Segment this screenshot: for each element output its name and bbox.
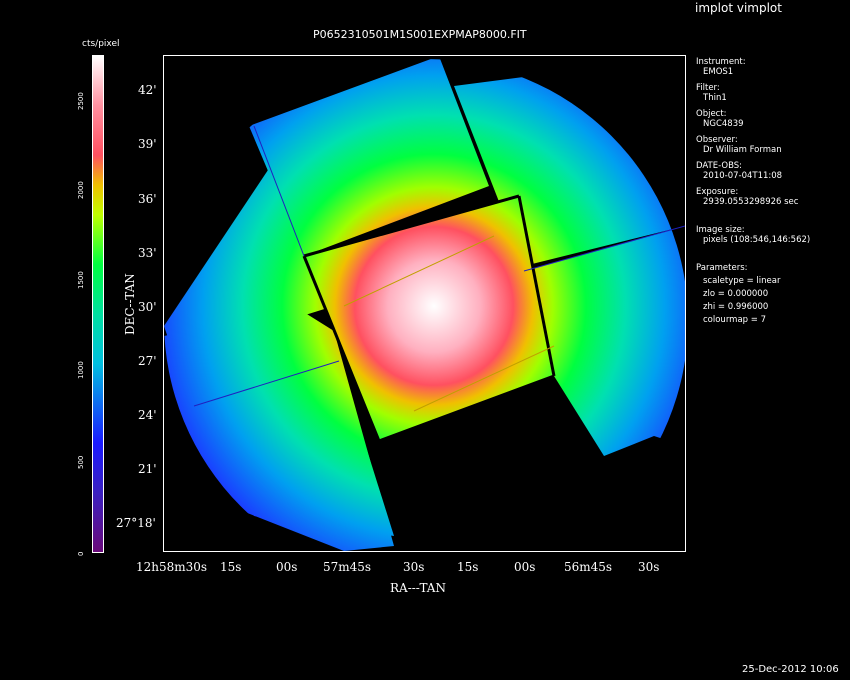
y-axis-label: DEC--TAN	[123, 273, 137, 335]
info-panel: Instrument: EMOS1 Filter: Thin1 Object: …	[696, 57, 846, 331]
x-tick-label: 00s	[514, 560, 536, 574]
y-tick-label: 42'	[138, 83, 157, 97]
colourmap-value: colourmap = 7	[703, 315, 766, 325]
observer-value: Dr William Forman	[703, 145, 782, 155]
y-tick-label: 21'	[138, 462, 157, 476]
colorbar-tick-label: 1000	[77, 361, 85, 379]
instrument-label: Instrument:	[696, 57, 746, 67]
plot-title: P0652310501M1S001EXPMAP8000.FIT	[313, 28, 527, 41]
filter-value: Thin1	[703, 93, 727, 103]
image-size-label: Image size:	[696, 225, 745, 235]
x-tick-label: 00s	[276, 560, 298, 574]
colorbar-label: cts/pixel	[82, 39, 120, 49]
y-tick-label: 39'	[138, 137, 157, 151]
scaletype-value: scaletype = linear	[703, 276, 781, 286]
colorbar-tick-label: 2500	[77, 92, 85, 110]
x-tick-label: 12h58m30s	[136, 560, 208, 574]
y-tick-label: 36'	[138, 192, 157, 206]
exposure-label: Exposure:	[696, 187, 739, 197]
y-tick-label: 33'	[138, 246, 157, 260]
colorbar-tick-label: 1500	[77, 271, 85, 289]
zlo-value: zlo = 0.000000	[703, 289, 769, 299]
instrument-value: EMOS1	[703, 67, 734, 77]
x-tick-label: 15s	[457, 560, 479, 574]
x-tick-label: 30s	[403, 560, 425, 574]
x-tick-label: 56m45s	[564, 560, 613, 574]
colorbar-tick-label: 500	[77, 455, 85, 469]
observer-label: Observer:	[696, 135, 738, 145]
filter-label: Filter:	[696, 83, 720, 93]
object-label: Object:	[696, 109, 727, 119]
date-obs-label: DATE-OBS:	[696, 161, 743, 171]
y-tick-label: 24'	[138, 408, 157, 422]
exposure-value: 2939.0553298926 sec	[703, 197, 799, 207]
colorbar-tick-label: 0	[77, 551, 85, 556]
y-tick-label: 27'	[138, 354, 157, 368]
object-value: NGC4839	[703, 119, 744, 129]
x-tick-label: 30s	[638, 560, 660, 574]
date-obs-value: 2010-07-04T11:08	[703, 171, 783, 181]
colorbar-tick-label: 2000	[77, 181, 85, 199]
plot-frame[interactable]	[163, 55, 686, 552]
zhi-value: zhi = 0.996000	[703, 302, 769, 312]
x-axis-label: RA---TAN	[390, 581, 446, 595]
exposure-map-image	[164, 59, 685, 551]
y-tick-label: 30'	[138, 300, 157, 314]
menu-label[interactable]: implot vimplot	[695, 1, 782, 15]
x-tick-label: 57m45s	[323, 560, 372, 574]
image-size-value: pixels (108:546,146:562)	[703, 235, 811, 245]
x-tick-label: 15s	[220, 560, 242, 574]
footer-timestamp: 25-Dec-2012 10:06	[742, 664, 839, 675]
colorbar	[92, 55, 104, 553]
parameters-label: Parameters:	[696, 263, 748, 273]
y-tick-label: 27°18'	[116, 516, 156, 530]
